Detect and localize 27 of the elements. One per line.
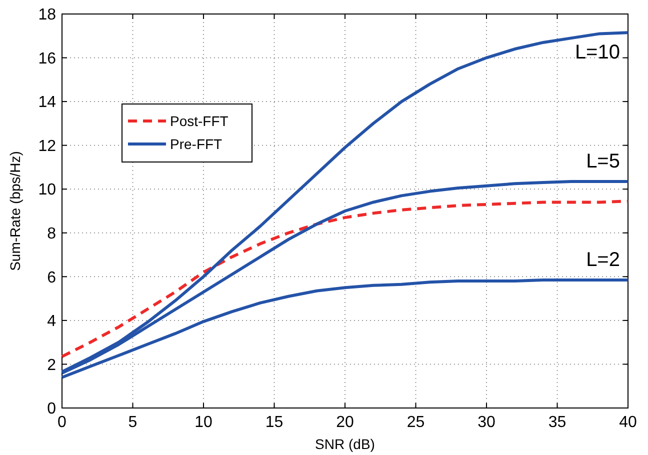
- y-tick-label: 6: [47, 269, 56, 286]
- y-tick-label: 10: [38, 182, 56, 199]
- y-tick-label: 14: [38, 94, 56, 112]
- x-tick-label: 40: [619, 414, 637, 431]
- x-tick-label: 0: [58, 414, 67, 431]
- legend-label: Pre-FFT: [170, 136, 223, 152]
- x-tick-label: 35: [548, 414, 566, 431]
- x-tick-label: 20: [336, 414, 354, 431]
- y-axis-title: Sum-Rate (bps/Hz): [7, 151, 23, 271]
- x-tick-label: 15: [265, 414, 284, 431]
- y-tick-label: 8: [47, 225, 56, 242]
- y-tick-label: 16: [38, 50, 56, 68]
- line-series: [60, 200, 630, 358]
- x-tick-label: 30: [478, 414, 496, 431]
- x-axis-title: SNR (dB): [315, 436, 375, 452]
- x-tick-label: 25: [406, 414, 425, 431]
- y-tick-label: 18: [38, 6, 56, 24]
- x-tick-label: 5: [128, 414, 138, 431]
- x-tick-label: 10: [194, 414, 212, 431]
- legend-label: Post-FFT: [170, 112, 229, 129]
- y-tick-label: 12: [38, 138, 56, 155]
- annotation: L=2: [586, 248, 620, 271]
- y-tick-label: 2: [47, 356, 56, 374]
- annotation: L=10: [574, 42, 620, 64]
- y-tick-label: 0: [47, 400, 56, 418]
- annotation: L=5: [586, 150, 620, 172]
- y-tick-label: 4: [47, 313, 56, 330]
